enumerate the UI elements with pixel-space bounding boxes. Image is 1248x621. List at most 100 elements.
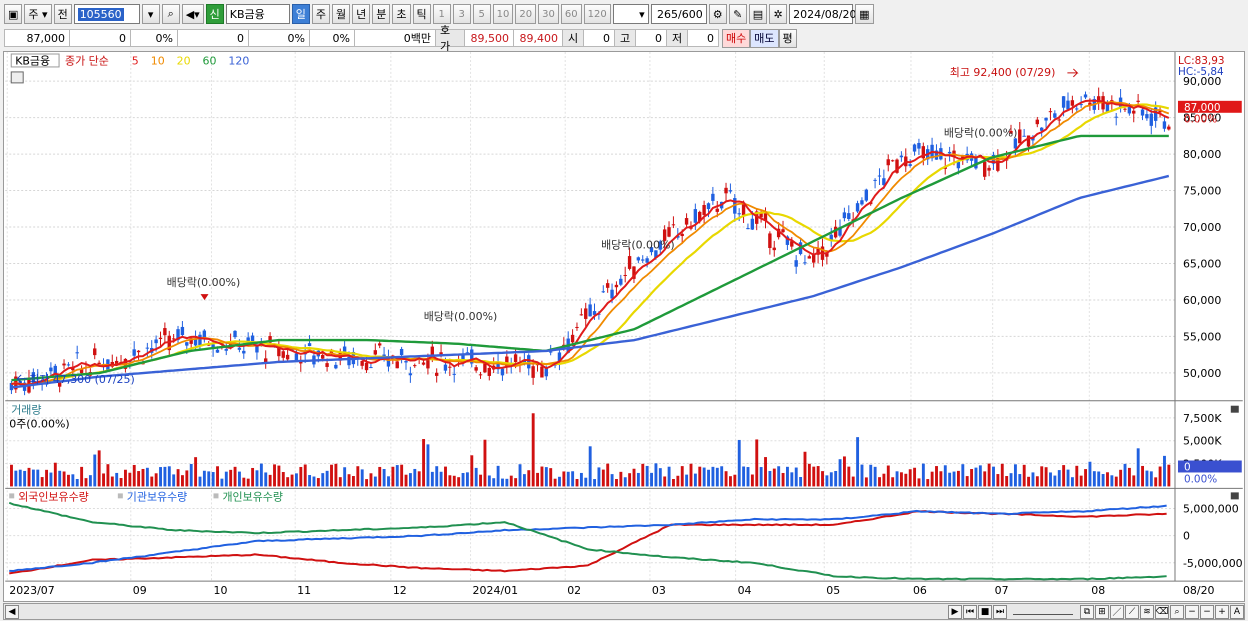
minute-30-button[interactable]: 30	[538, 4, 559, 24]
volume-bar	[281, 472, 285, 487]
minute-5-button[interactable]: 5	[472, 4, 491, 24]
chevron-down-icon[interactable]: ▾	[141, 4, 160, 24]
minute-3-button[interactable]: 3	[452, 4, 471, 24]
search-icon[interactable]: ⌕	[161, 4, 180, 24]
volume-bar	[610, 474, 614, 487]
volume-bar	[303, 464, 307, 487]
volume-bar	[834, 470, 838, 487]
minute-1-button[interactable]: 1	[432, 4, 451, 24]
volume-y-tick: 5,000K	[1183, 435, 1222, 448]
volume-bar	[558, 476, 561, 487]
candle-body	[79, 368, 84, 374]
indicator-icon[interactable]: ⚙	[708, 4, 727, 24]
candle-body	[377, 343, 382, 346]
period-day-button[interactable]: 일	[291, 4, 310, 24]
line-draw-icon[interactable]: ／	[1110, 604, 1124, 619]
volume-bar	[816, 466, 820, 487]
period-second-button[interactable]: 초	[392, 4, 411, 24]
zoom-out-icon[interactable]: −	[1185, 604, 1199, 619]
x-tick-label: 07	[995, 584, 1009, 597]
minute-10-button[interactable]: 10	[492, 4, 514, 24]
legend-swatch	[117, 493, 123, 499]
save-icon[interactable]: ▤	[748, 4, 768, 24]
count-value: 265	[657, 7, 678, 21]
candle-body	[1105, 103, 1110, 112]
period-month-button[interactable]: 월	[332, 4, 351, 24]
scroll-left-icon[interactable]: ◀	[5, 604, 19, 619]
gear-icon[interactable]: ✲	[769, 4, 788, 24]
fibo-icon[interactable]: ≋	[1140, 604, 1154, 619]
volume-bar	[921, 463, 925, 487]
x-tick-label: 02	[567, 584, 581, 597]
minute-120-button[interactable]: 120	[583, 4, 611, 24]
candle-body	[812, 254, 816, 263]
scroll-right-icon[interactable]: ▶	[948, 604, 962, 619]
volume-bar	[1049, 472, 1052, 487]
sell-button[interactable]: 매도	[750, 28, 779, 48]
volume-bar	[623, 477, 627, 487]
font-size-icon[interactable]: A	[1230, 604, 1244, 619]
calendar-icon[interactable]: ▦	[855, 4, 874, 24]
stock-code-input[interactable]: 105560	[73, 4, 140, 24]
volume-bar	[689, 463, 693, 487]
candle-body	[1136, 100, 1140, 102]
low-annotation: 최저 47,300 (07/25)	[29, 373, 135, 386]
chart-toolbar: ▣ 주 ▾ 전 105560 ▾ ⌕ ◀▾ 신 KB금융 일 주 월 년 분 초…	[0, 2, 1248, 26]
period-tick-button[interactable]: 틱	[412, 4, 431, 24]
volume-bar	[106, 464, 110, 487]
prev-button[interactable]: 전	[53, 4, 72, 24]
buy-button[interactable]: 매수	[722, 28, 751, 48]
period-year-button[interactable]: 년	[352, 4, 371, 24]
candle-body	[584, 308, 588, 319]
volume-bar	[536, 472, 540, 487]
layout-icon[interactable]: ▣	[4, 4, 23, 24]
magnify-icon[interactable]: ⌕	[1170, 604, 1184, 619]
volume-bar	[141, 468, 145, 487]
stock-chart[interactable]: KB금융 종가 단순 5 10 20 60 120 LC:83,93 HC:-5,84 …	[3, 51, 1245, 602]
candle-body	[934, 150, 939, 160]
draw-icon[interactable]: ✎	[728, 4, 747, 24]
candle-body	[733, 198, 737, 214]
stock-name-field[interactable]: KB금융	[225, 4, 290, 24]
erase-icon[interactable]: ⌫	[1155, 604, 1169, 619]
candle-body	[373, 350, 377, 355]
date-input[interactable]: 2024/08/20	[789, 4, 857, 24]
rewind-icon[interactable]: ⏮	[963, 604, 977, 619]
minute-60-button[interactable]: 60	[560, 4, 582, 24]
volume-bar	[781, 472, 785, 487]
volume-bar	[658, 468, 662, 487]
holding-y-tick: -5,000,000	[1183, 557, 1243, 570]
volume-bar	[1070, 477, 1074, 487]
volume-bar	[505, 478, 509, 487]
volume-bar	[1114, 476, 1118, 487]
period-type-select[interactable]: 주 ▾	[24, 4, 52, 24]
dividend-annotation-2: 배당락(0.00%)	[424, 310, 498, 323]
zoom-slider[interactable]	[1013, 609, 1073, 615]
candle-body	[176, 329, 180, 340]
speaker-icon[interactable]: ◀▾	[181, 4, 204, 24]
stop-icon[interactable]: ■	[978, 604, 992, 619]
volume-bar	[137, 471, 141, 487]
volume-bar	[1136, 448, 1140, 487]
period-week-button[interactable]: 주	[311, 4, 331, 24]
volume-bar	[400, 464, 404, 487]
volume-bar	[207, 471, 211, 487]
eval-button[interactable]: 평	[778, 28, 797, 48]
copy-icon[interactable]: ⧉	[1080, 604, 1094, 619]
minute-20-button[interactable]: 20	[515, 4, 537, 24]
x-tick-label: 10	[213, 584, 227, 597]
fast-forward-icon[interactable]: ⏭	[993, 604, 1007, 619]
zoom-in-icon[interactable]: +	[1215, 604, 1229, 619]
trend-icon[interactable]: ⟋	[1125, 604, 1139, 619]
compare-icon[interactable]: ⊞	[1095, 604, 1109, 619]
custom-period-select[interactable]: ▾	[612, 4, 649, 24]
candle-body	[75, 352, 79, 354]
period-minute-button[interactable]: 분	[372, 4, 391, 24]
zoom-reset-icon[interactable]: −	[1200, 604, 1214, 619]
candle-body	[763, 212, 768, 221]
candle-body	[114, 360, 119, 365]
volume-bar	[509, 475, 513, 487]
candle-body	[307, 343, 312, 347]
volume-bar	[18, 469, 22, 487]
count-input[interactable]: 265/600	[650, 4, 707, 24]
